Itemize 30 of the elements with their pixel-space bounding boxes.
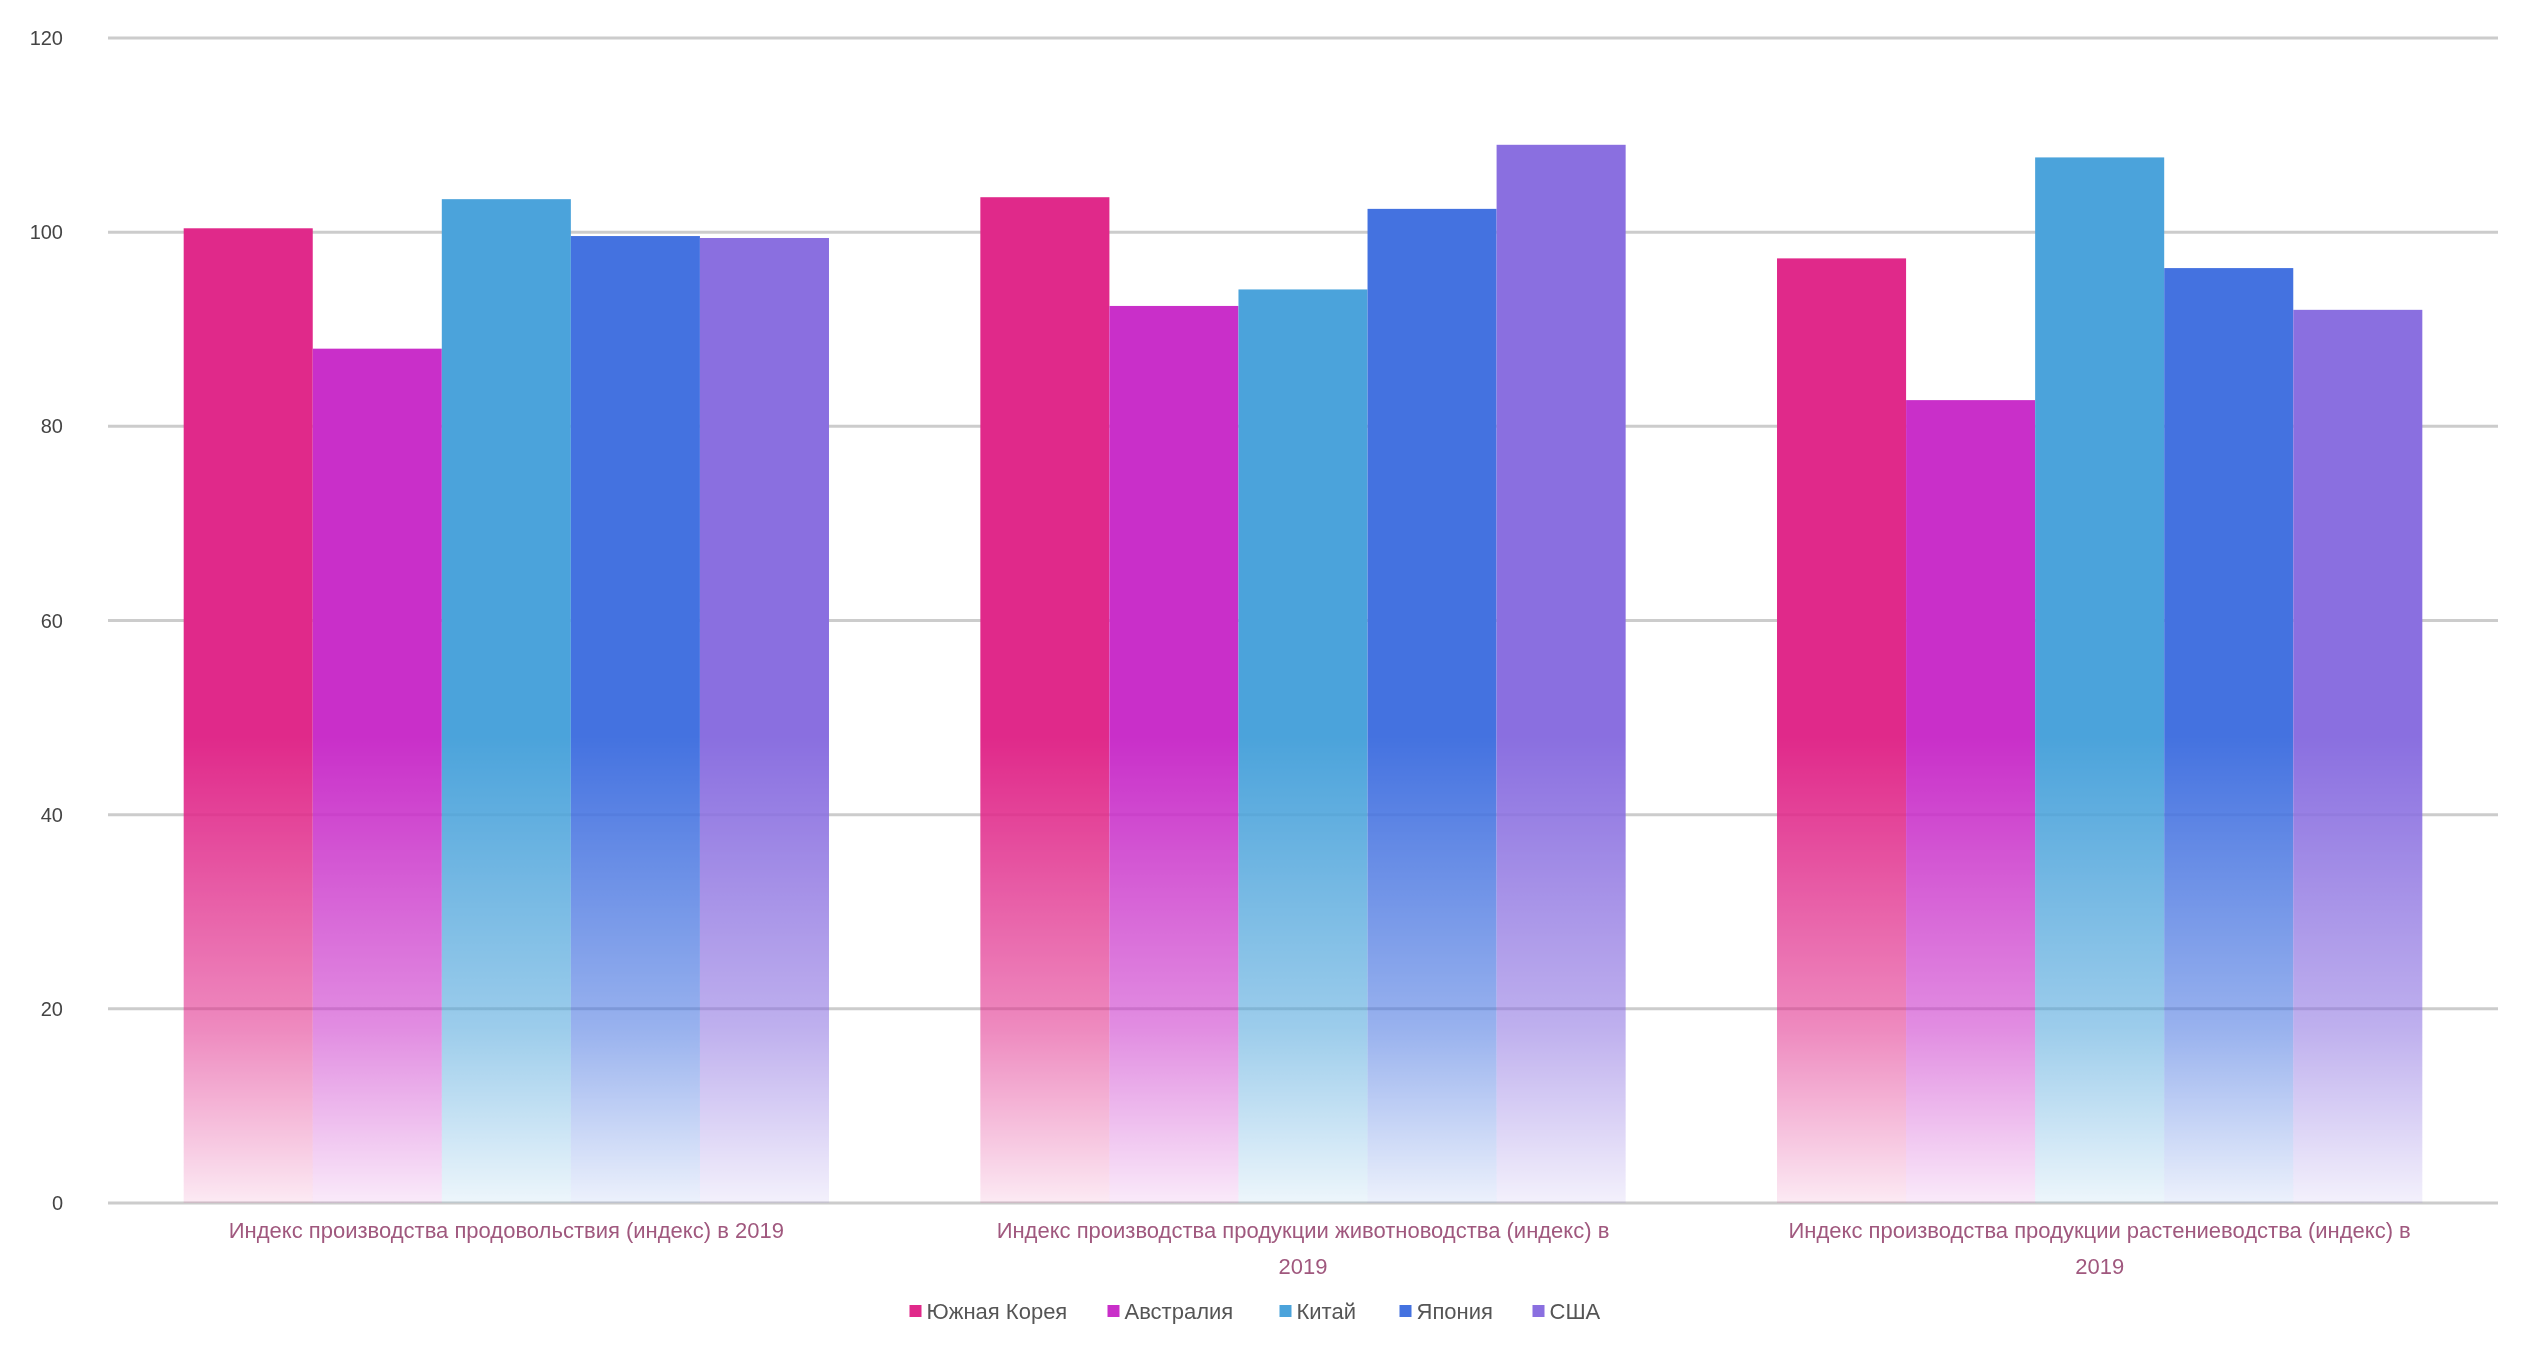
bar [980,197,1110,1203]
legend-label: Австралия [1124,1298,1234,1324]
x-tick-label: Индекс производства продукции растениеводства (индекс) в 2019 [1788,1218,2411,1279]
y-tick-label: 100 [29,221,63,244]
legend-label: Япония [1416,1298,1493,1324]
bar [441,199,571,1203]
y-tick-label: 0 [51,1192,63,1214]
bar [570,236,700,1203]
bar [2164,268,2294,1203]
bar [699,237,829,1203]
bar [1906,400,2036,1203]
y-tick-label: 80 [40,415,63,438]
x-tick-label: Индекс производства продовольствия (индекс) в 2019 [228,1218,784,1243]
bar [1496,144,1626,1203]
bar [1109,305,1239,1203]
bar [2293,309,2423,1203]
y-tick-label: 60 [40,609,63,632]
bar [2035,157,2165,1203]
legend-label: США [1549,1298,1601,1324]
y-tick-label: 20 [40,997,63,1020]
legend-label: Китай [1296,1298,1356,1324]
bar [1367,208,1497,1203]
y-tick-label: 40 [40,803,63,826]
bar [312,348,442,1203]
x-tick-label: Индекс производства продукции животноводства (индекс) в 2019 [996,1218,1610,1279]
bar [183,228,313,1203]
bar [1777,258,1907,1203]
bar [1238,289,1368,1203]
legend-label: Южная Корея [926,1298,1068,1324]
y-tick-label: 120 [29,27,63,49]
